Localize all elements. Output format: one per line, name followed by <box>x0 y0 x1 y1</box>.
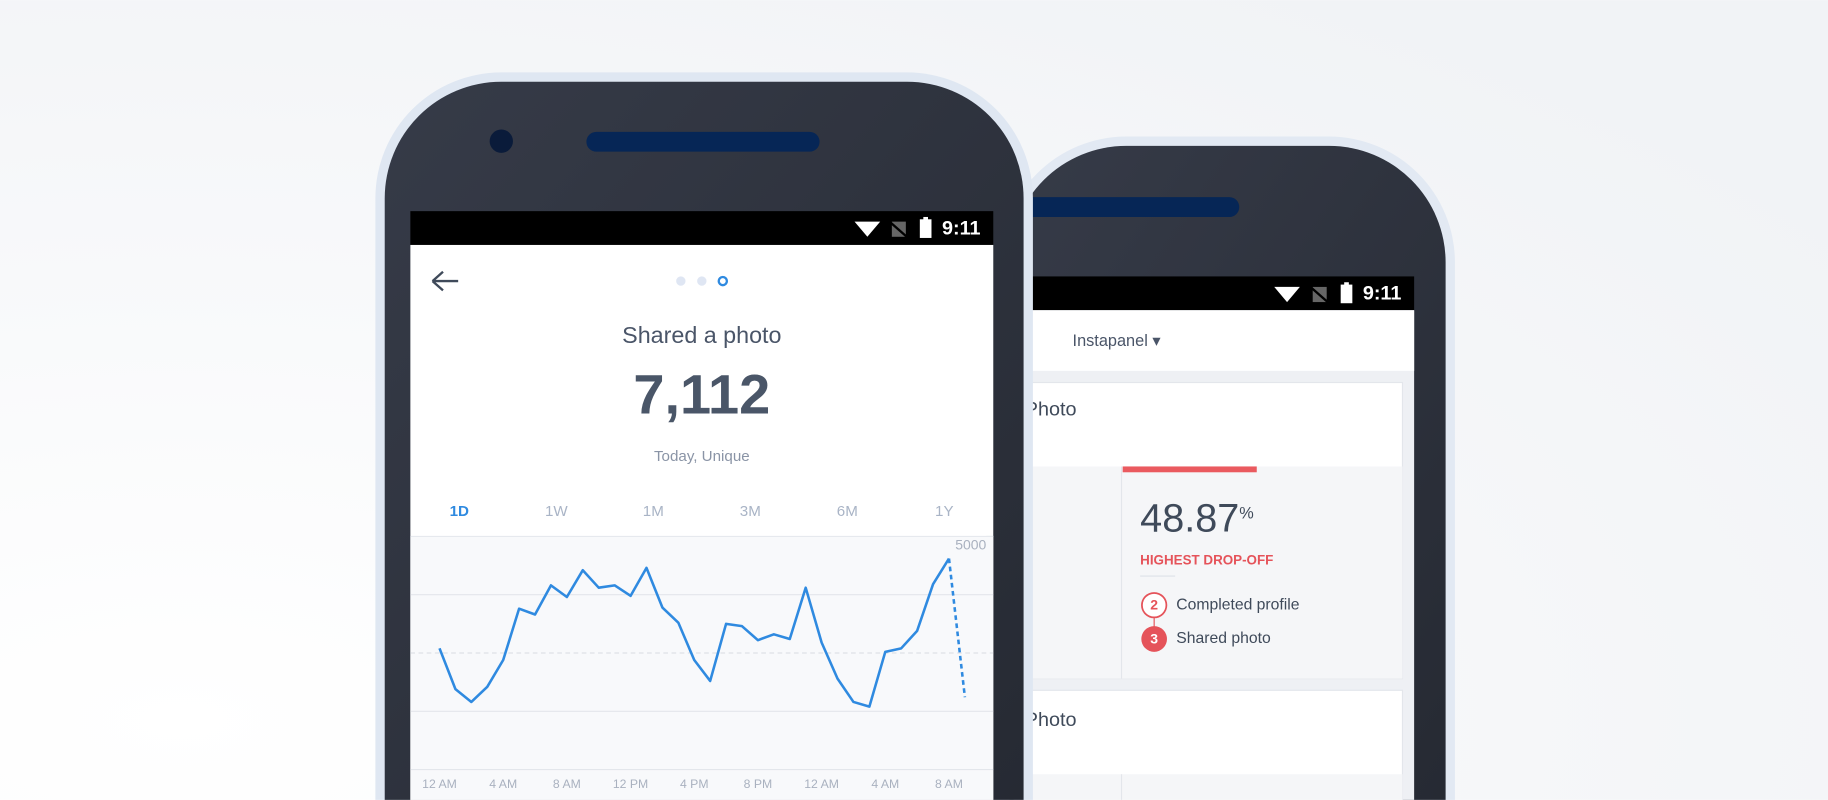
status-time: 9:11 <box>942 217 981 239</box>
battery-tip <box>1344 282 1349 286</box>
x-tick-label: 8 AM <box>553 777 581 791</box>
x-tick-label: 12 PM <box>613 777 648 791</box>
metric-value: 7,112 <box>633 363 770 426</box>
page-dot[interactable] <box>697 276 707 286</box>
x-tick-label: 4 AM <box>871 777 899 791</box>
data-line <box>438 557 951 708</box>
step-badge <box>1141 626 1167 652</box>
speaker <box>1002 197 1240 217</box>
range-tab[interactable]: 6M <box>837 503 858 520</box>
wifi-icon <box>1274 286 1300 303</box>
camera <box>489 129 513 153</box>
step-name: Completed profile <box>1176 596 1299 613</box>
speaker <box>586 131 820 152</box>
drop-off-rate: 48.87 <box>1140 497 1239 541</box>
selected-step-bar <box>1122 466 1257 473</box>
metric-subtitle: Today, Unique <box>654 448 750 465</box>
sim-slash <box>888 220 909 239</box>
drop-off-unit: % <box>1239 505 1254 523</box>
metric-title: Shared a photo <box>622 322 781 348</box>
x-tick-label: 4 AM <box>489 777 517 791</box>
project-selector[interactable]: Instapanel ▾ <box>1073 332 1162 350</box>
range-tab[interactable]: 1Y <box>935 503 954 520</box>
card-title: Photo <box>1025 399 1077 421</box>
wifi-icon <box>854 221 881 237</box>
drop-off-label: HIGHEST DROP-OFF <box>1140 552 1273 567</box>
app-header <box>1014 310 1415 371</box>
back-button[interactable] <box>431 270 459 292</box>
page-dot-active[interactable] <box>717 275 729 287</box>
battery-icon <box>919 219 932 238</box>
card-title: Photo <box>1025 709 1077 731</box>
range-tab[interactable]: 3M <box>740 503 761 520</box>
range-tabs: 1D 1W 1M 3M 6M 1Y <box>450 503 954 520</box>
x-tick-label: 12 AM <box>422 777 457 791</box>
x-tick-label: 8 AM <box>935 777 963 791</box>
sim-slash <box>1309 286 1330 305</box>
battery-tip <box>923 216 928 221</box>
back-phone: 9:11 Instapanel ▾ Photo 48.87 % HIGHEST … <box>1000 136 1455 800</box>
status-time: 9:11 <box>1363 283 1402 305</box>
step-badge <box>1141 592 1168 619</box>
range-tab[interactable]: 1D <box>450 503 469 520</box>
step-name: Shared photo <box>1176 630 1271 647</box>
step-number: 2 <box>1150 596 1158 612</box>
step-number: 3 <box>1150 630 1158 646</box>
x-tick-label: 8 PM <box>744 777 773 791</box>
y-tick-label: 5000 <box>955 536 986 552</box>
x-tick-label: 12 AM <box>804 777 839 791</box>
x-tick-label: 4 PM <box>680 777 709 791</box>
range-tab[interactable]: 1M <box>643 503 664 520</box>
chart: 5000 12 AM 4 AM 8 AM 12 PM 4 PM 8 PM 12 AM 4 AM 8… <box>422 535 994 791</box>
card-body <box>1014 466 1403 679</box>
projected-line <box>947 558 967 698</box>
range-tab[interactable]: 1W <box>545 503 568 520</box>
page-dot[interactable] <box>676 276 686 286</box>
status-bar <box>1014 276 1415 311</box>
battery-icon <box>1340 284 1353 304</box>
front-phone: 9:11 Shared a photo 7,112 Today, Unique … <box>375 72 1033 800</box>
card-body <box>1014 774 1403 800</box>
